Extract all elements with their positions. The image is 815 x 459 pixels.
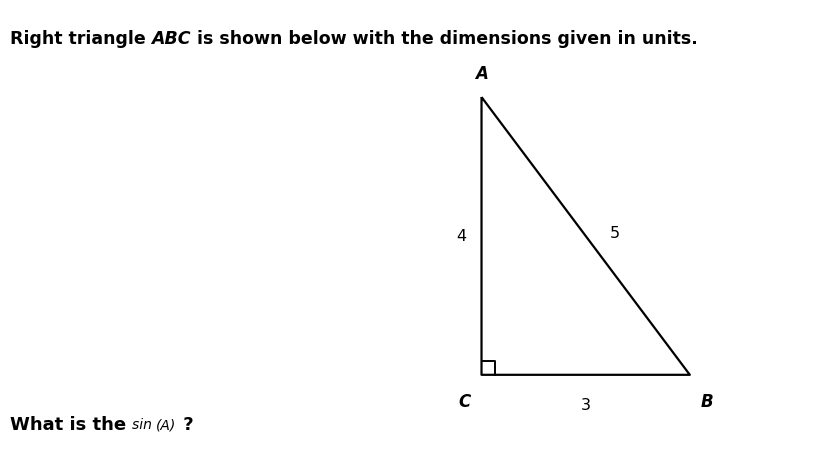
Text: 4: 4: [456, 229, 466, 244]
Text: Right triangle: Right triangle: [10, 30, 152, 48]
Text: What is the: What is the: [10, 415, 132, 434]
Text: B: B: [700, 392, 713, 410]
Text: A: A: [475, 65, 488, 83]
Text: is shown below with the dimensions given in units.: is shown below with the dimensions given…: [191, 30, 698, 48]
Text: (A): (A): [156, 418, 177, 431]
Text: 5: 5: [610, 225, 620, 241]
Text: ABC: ABC: [152, 30, 191, 48]
Text: C: C: [459, 392, 471, 410]
Text: ?: ?: [177, 415, 193, 434]
Text: sin: sin: [132, 418, 156, 431]
Text: 3: 3: [580, 397, 591, 412]
